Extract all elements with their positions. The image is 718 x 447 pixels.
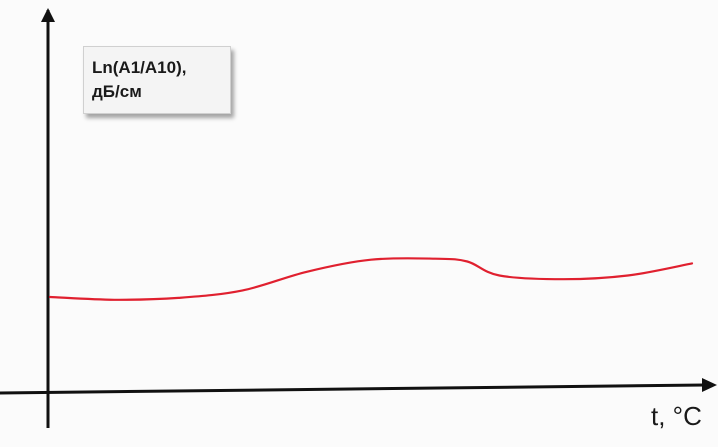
y-axis-label-line-2: дБ/см [92,82,142,101]
y-axis-label-box: Ln(A1/A10), дБ/см [83,46,231,114]
x-axis-label: t, °C [651,401,702,431]
y-axis-arrowhead [41,8,55,22]
x-axis [0,383,706,395]
series-line [48,257,694,301]
y-axis-label-line-1: Ln(A1/A10), [92,58,187,77]
x-axis-arrowhead [702,378,717,392]
